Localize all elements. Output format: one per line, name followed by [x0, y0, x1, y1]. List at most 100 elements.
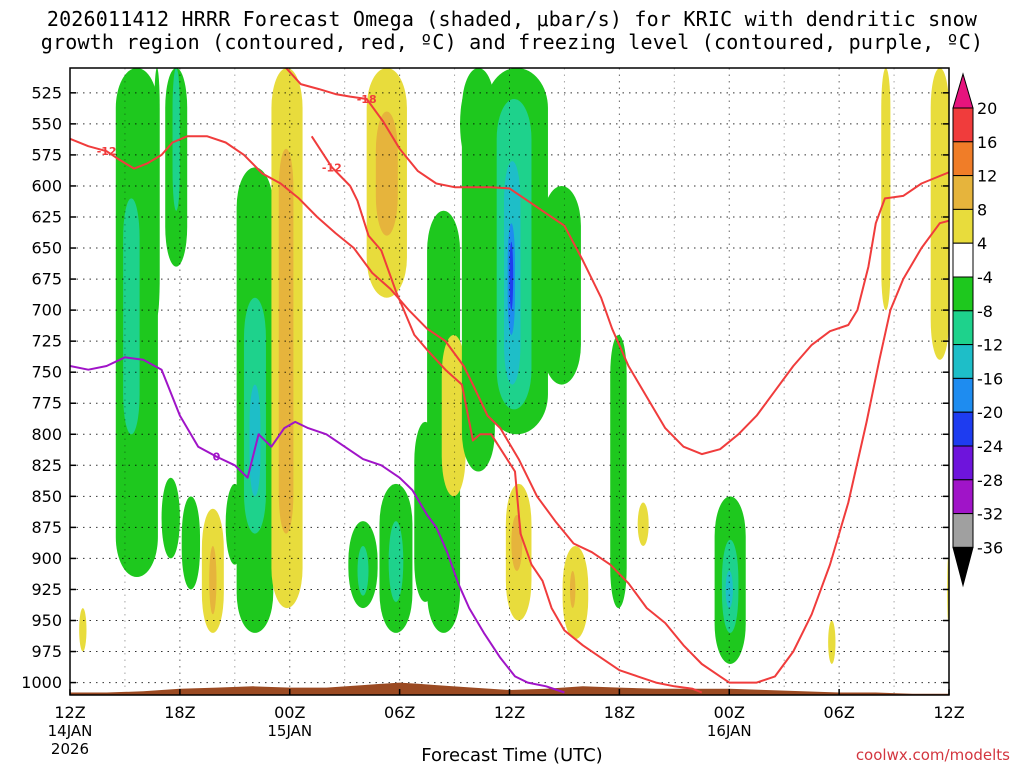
dgz-contour-line [310, 135, 703, 694]
colorbar-band [952, 141, 974, 177]
colorbar-label: -36 [977, 538, 1003, 557]
omega-cell [123, 198, 140, 435]
omega-cell [569, 570, 576, 609]
colorbar-band [952, 276, 974, 312]
y-tick-label: 900 [31, 549, 62, 568]
omega-cell [637, 502, 649, 547]
colorbar-label: 8 [977, 200, 987, 219]
y-tick-label: 600 [31, 176, 62, 195]
colorbar-band [952, 479, 974, 515]
dgz-contour-line [70, 135, 949, 684]
y-axis-ticks: 525 550 575 600 625 650 675 700 725 750 775 800 825 8… [21, 83, 949, 692]
dgz-contour-line [285, 68, 949, 456]
omega-cell [79, 608, 87, 652]
colorbar: 20 16 12 8 4 -4 -8 -12 -16 -20 -24 -28 -32 -36 [952, 72, 1003, 588]
y-tick-label: 925 [31, 580, 62, 599]
omega-cell [154, 68, 160, 317]
colorbar-top-arrow [952, 72, 974, 109]
omega-cell [930, 68, 949, 360]
x-tick-label: 06Z [823, 703, 854, 722]
colorbar-label: -12 [977, 336, 1003, 355]
y-tick-label: 575 [31, 145, 62, 164]
colorbar-label: -24 [977, 437, 1003, 456]
colorbar-band [952, 310, 974, 346]
x-tick-label: 00Z [714, 703, 745, 722]
y-tick-label: 950 [31, 611, 62, 630]
omega-cell [209, 546, 217, 615]
colorbar-band [952, 175, 974, 210]
colorbar-label: -16 [977, 369, 1003, 388]
y-tick-label: 625 [31, 207, 62, 226]
omega-cell [357, 546, 369, 596]
colorbar-band [952, 513, 974, 548]
colorbar-label: -20 [977, 403, 1003, 422]
title-line-1: 2026011412 HRRR Forecast Omega (shaded, … [46, 7, 978, 31]
colorbar-band [952, 107, 974, 143]
freezing-level-contour-line [70, 356, 565, 694]
colorbar-label: 4 [977, 234, 987, 253]
x-tick-label: 18Z [604, 703, 635, 722]
contour-label: -12 [97, 145, 117, 158]
omega-cell [172, 68, 180, 211]
omega-cell [375, 111, 398, 236]
colorbar-band [952, 377, 974, 413]
contour-label: -12 [322, 161, 342, 174]
omega-cell [828, 620, 836, 664]
omega-cell [249, 384, 261, 497]
source-credit: coolwx.com/modelts [855, 746, 1010, 764]
colorbar-band [952, 344, 974, 379]
y-tick-label: 675 [31, 270, 62, 289]
x-tick-label: 06Z [384, 703, 415, 722]
omega-cell [881, 68, 891, 311]
contour-label: -18 [357, 93, 377, 106]
omega-cell [460, 86, 479, 162]
colorbar-band [952, 242, 974, 278]
y-tick-label: 800 [31, 425, 62, 444]
x-tick-date-label: 14JAN [48, 722, 93, 740]
x-tick-label: 12Z [933, 703, 964, 722]
y-tick-label: 650 [31, 239, 62, 258]
colorbar-band [952, 411, 974, 447]
contour-label: 0 [213, 451, 221, 464]
colorbar-label: -4 [977, 268, 993, 287]
contour-lines: -12 -12 -18 0 [70, 68, 949, 694]
y-tick-label: 550 [31, 114, 62, 133]
y-tick-label: 825 [31, 456, 62, 475]
omega-cell [509, 241, 514, 311]
x-tick-date-label: 15JAN [267, 722, 312, 740]
x-tick-label: 00Z [274, 703, 305, 722]
y-tick-label: 850 [31, 487, 62, 506]
omega-cell [441, 334, 466, 497]
x-tick-label: 12Z [494, 703, 525, 722]
x-tick-label: 18Z [164, 703, 195, 722]
omega-cell [542, 185, 581, 385]
colorbar-label: 20 [977, 99, 997, 118]
title-line-2: growth region (contoured, red, ºC) and f… [40, 30, 984, 54]
x-tick-date-label: 16JAN [707, 722, 752, 740]
colorbar-band [952, 445, 974, 481]
colorbar-band [952, 208, 974, 244]
omega-shading [79, 68, 949, 664]
y-tick-label: 525 [31, 83, 62, 102]
omega-cell [511, 514, 523, 571]
x-axis-label: Forecast Time (UTC) [421, 745, 603, 766]
colorbar-label: 16 [977, 133, 997, 152]
omega-cell [562, 546, 589, 640]
y-tick-label: 775 [31, 394, 62, 413]
omega-cell [181, 496, 201, 590]
y-tick-label: 875 [31, 518, 62, 537]
colorbar-bottom-arrow [952, 546, 974, 588]
chart-title: 2026011412 HRRR Forecast Omega (shaded, … [0, 8, 1024, 54]
colorbar-label: 12 [977, 167, 997, 186]
y-tick-label: 725 [31, 332, 62, 351]
colorbar-label: -8 [977, 302, 993, 321]
x-tick-year-label: 2026 [51, 740, 89, 758]
y-tick-label: 700 [31, 301, 62, 320]
y-tick-label: 1000 [21, 673, 62, 692]
y-tick-label: 975 [31, 642, 62, 661]
x-tick-label: 12Z [54, 703, 85, 722]
colorbar-label: -28 [977, 471, 1003, 490]
omega-cell [161, 477, 180, 559]
